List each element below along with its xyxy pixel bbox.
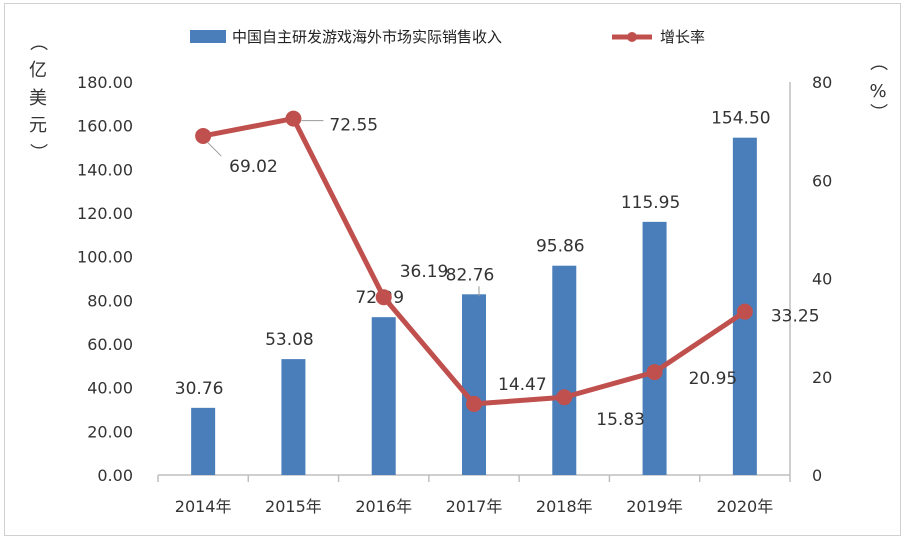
right-tick-label: 80 bbox=[812, 73, 832, 92]
bar-series bbox=[191, 137, 757, 476]
left-axis-title-char: 美 bbox=[29, 88, 47, 109]
bar-data-label: 95.86 bbox=[536, 237, 585, 257]
bar bbox=[371, 317, 396, 475]
left-axis-title-char: （ bbox=[27, 33, 48, 51]
left-tick-label: 80.00 bbox=[87, 291, 133, 310]
right-axis-ticks: 0 20 40 60 80 bbox=[812, 73, 832, 485]
left-tick-label: 100.00 bbox=[77, 248, 133, 267]
x-axis-ticks: 2014年 2015年 2016年 2017年 2018年 2019年 2020年 bbox=[175, 497, 773, 516]
bar bbox=[281, 359, 306, 475]
line-data-label: 20.95 bbox=[689, 369, 738, 389]
line-series bbox=[195, 110, 753, 412]
bar-data-label: 154.50 bbox=[711, 109, 770, 129]
line-point bbox=[646, 364, 663, 381]
left-axis-title-char: 亿 bbox=[29, 60, 47, 81]
bar bbox=[552, 265, 577, 475]
bar-data-label: 30.76 bbox=[175, 379, 224, 399]
right-axis-title-char: ） bbox=[867, 103, 888, 121]
left-tick-label: 40.00 bbox=[87, 379, 133, 398]
left-axis-ticks: 0.00 20.00 40.00 60.00 80.00 100.00 120.00 140.… bbox=[77, 73, 133, 485]
line-data-label: 33.25 bbox=[771, 307, 820, 327]
line-data-label: 72.55 bbox=[329, 116, 378, 136]
bar-data-label: 115.95 bbox=[621, 193, 680, 213]
legend-line-label: 增长率 bbox=[660, 28, 705, 46]
x-tick-label: 2015年 bbox=[265, 497, 322, 516]
bar bbox=[191, 407, 216, 475]
x-tick-label: 2018年 bbox=[536, 497, 593, 516]
line-point bbox=[556, 389, 573, 406]
line-point bbox=[736, 303, 753, 320]
right-tick-label: 60 bbox=[812, 171, 832, 190]
line-data-label: 69.02 bbox=[229, 157, 278, 177]
line-data-label: 14.47 bbox=[498, 375, 547, 395]
bar bbox=[462, 294, 486, 475]
left-tick-label: 160.00 bbox=[77, 117, 133, 136]
line-point bbox=[285, 110, 302, 127]
line-point bbox=[466, 395, 482, 412]
legend: 中国自主研发游戏海外市场实际销售收入 增长率 bbox=[190, 28, 705, 46]
legend-bar-label: 中国自主研发游戏海外市场实际销售收入 bbox=[232, 28, 502, 46]
left-tick-label: 180.00 bbox=[77, 73, 133, 92]
left-tick-label: 20.00 bbox=[87, 422, 133, 441]
bar-data-label: 53.08 bbox=[265, 330, 314, 350]
line-data-label: 36.19 bbox=[400, 262, 449, 282]
right-tick-label: 40 bbox=[812, 270, 832, 289]
x-tick-label: 2014年 bbox=[175, 497, 232, 516]
x-tick-label: 2017年 bbox=[446, 497, 503, 516]
left-tick-label: 60.00 bbox=[87, 335, 133, 354]
right-axis-title-char: （ bbox=[867, 53, 888, 71]
line-point bbox=[375, 289, 392, 306]
left-axis-title-char: ） bbox=[27, 143, 48, 161]
left-axis-title-char: 元 bbox=[29, 115, 47, 136]
left-tick-label: 0.00 bbox=[97, 466, 133, 485]
legend-line-swatch bbox=[612, 32, 652, 42]
right-axis-title: （%） bbox=[867, 53, 888, 121]
x-tick-label: 2019年 bbox=[626, 497, 683, 516]
left-axis-title: （ 亿美元 ） bbox=[27, 33, 48, 161]
left-tick-label: 120.00 bbox=[77, 204, 133, 223]
x-tick-label: 2020年 bbox=[716, 497, 773, 516]
leader-line bbox=[206, 141, 222, 157]
legend-bar-swatch bbox=[190, 30, 226, 43]
left-tick-label: 140.00 bbox=[77, 160, 133, 179]
bar bbox=[642, 221, 667, 475]
line-data-label: 15.83 bbox=[596, 410, 645, 430]
line-data-labels: 69.02 72.55 36.19 14.47 15.83 20.95 33.25 bbox=[206, 116, 820, 430]
bar-data-label: 82.76 bbox=[446, 265, 495, 285]
right-tick-label: 0 bbox=[812, 466, 822, 485]
line-point bbox=[195, 127, 212, 144]
x-tick-label: 2016年 bbox=[355, 497, 412, 516]
right-tick-label: 20 bbox=[812, 368, 832, 387]
right-axis-title-char: % bbox=[869, 81, 886, 102]
